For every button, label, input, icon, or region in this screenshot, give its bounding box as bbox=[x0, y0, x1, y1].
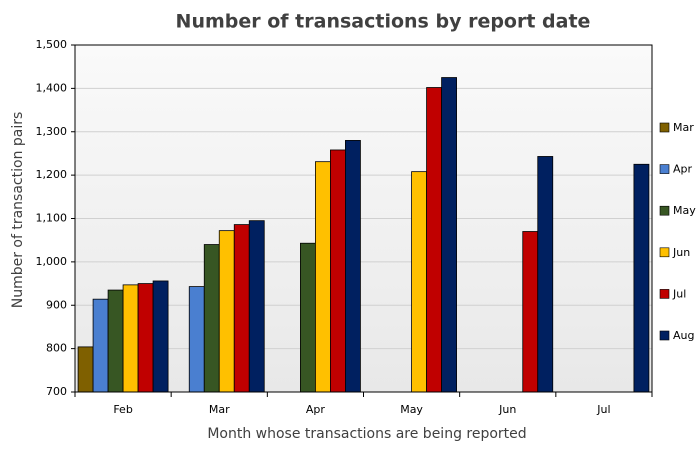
x-tick-label: Jun bbox=[498, 403, 516, 416]
bar bbox=[77, 346, 94, 393]
bar bbox=[300, 242, 316, 393]
y-tick-label: 1,200 bbox=[36, 168, 68, 181]
legend-swatch bbox=[659, 330, 670, 341]
bar bbox=[411, 171, 427, 393]
bar bbox=[218, 230, 235, 393]
y-tick-label: 900 bbox=[46, 298, 67, 311]
y-tick-label: 1,400 bbox=[36, 81, 68, 94]
bar bbox=[537, 156, 554, 393]
x-tick-label: Feb bbox=[113, 403, 132, 416]
y-tick-label: 1,300 bbox=[36, 125, 68, 138]
bar bbox=[426, 87, 442, 393]
legend-label: Jul bbox=[672, 287, 686, 300]
legend-label: Jun bbox=[672, 246, 690, 259]
x-tick-label: May bbox=[400, 403, 423, 416]
bar bbox=[152, 280, 169, 393]
bar bbox=[633, 163, 650, 393]
y-tick-label: 1,000 bbox=[36, 255, 68, 268]
bar bbox=[233, 224, 250, 393]
bar bbox=[122, 284, 139, 393]
x-axis-title: Month whose transactions are being repor… bbox=[207, 426, 526, 442]
legend-label: Mar bbox=[673, 121, 694, 134]
x-tick-label: Apr bbox=[306, 403, 326, 416]
y-tick-label: 1,100 bbox=[36, 212, 68, 225]
bar bbox=[137, 283, 154, 393]
y-tick-label: 1,500 bbox=[36, 38, 68, 51]
bar bbox=[107, 289, 124, 393]
legend-swatch bbox=[659, 164, 670, 174]
legend-swatch bbox=[659, 122, 670, 133]
legend-label: Aug bbox=[673, 329, 694, 342]
bar bbox=[92, 298, 109, 393]
plot-border bbox=[74, 44, 653, 393]
bar bbox=[441, 77, 457, 393]
legend-swatch bbox=[659, 289, 670, 299]
bar bbox=[248, 220, 265, 393]
legend-label: Apr bbox=[673, 163, 693, 176]
legend-label: May bbox=[673, 204, 696, 217]
bar bbox=[522, 231, 539, 393]
x-tick-label: Jul bbox=[596, 403, 610, 416]
bar bbox=[203, 244, 220, 393]
bar bbox=[345, 140, 361, 393]
bar bbox=[330, 149, 346, 393]
x-tick-label: Mar bbox=[209, 403, 230, 416]
y-axis-title: Number of transaction pairs bbox=[10, 112, 26, 309]
legend-swatch bbox=[659, 247, 670, 258]
bar bbox=[315, 161, 331, 393]
legend-swatch bbox=[659, 205, 670, 216]
y-tick-label: 800 bbox=[46, 342, 67, 355]
chart-title: Number of transactions by report date bbox=[176, 11, 591, 33]
y-tick-label: 700 bbox=[46, 385, 67, 398]
bar bbox=[188, 286, 205, 393]
